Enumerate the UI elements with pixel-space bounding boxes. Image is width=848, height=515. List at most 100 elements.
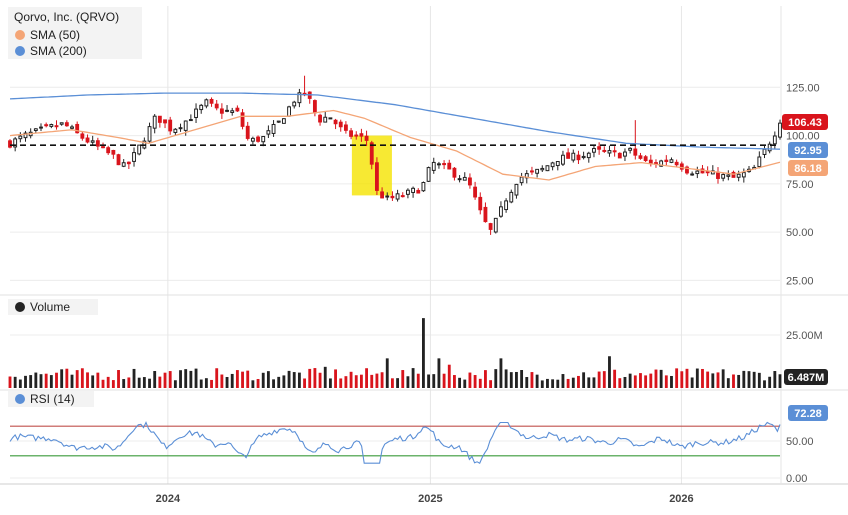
candle-body-137 xyxy=(716,171,720,179)
volume-bar-145 xyxy=(757,372,761,388)
candle-10 xyxy=(59,122,64,126)
volume-bar-24 xyxy=(132,368,136,388)
legend-volume: Volume xyxy=(30,300,70,314)
candle-body-11 xyxy=(64,122,69,127)
candle-17 xyxy=(95,137,100,151)
volume-bar-102 xyxy=(535,374,539,388)
candle-67 xyxy=(354,131,359,140)
candle-body-109 xyxy=(571,152,576,161)
volume-bar-42 xyxy=(225,377,229,388)
volume-bar-130 xyxy=(680,371,684,388)
candle-body-28 xyxy=(152,115,157,129)
volume-last-value: 6.487M xyxy=(788,372,825,384)
candle-66 xyxy=(349,127,353,140)
volume-bar-111 xyxy=(582,372,586,388)
candle-body-87 xyxy=(457,178,462,181)
volume-bar-47 xyxy=(251,380,255,388)
volume-bar-112 xyxy=(587,377,591,388)
volume-tick-label-0: 25.00M xyxy=(786,330,823,342)
candle-122 xyxy=(638,152,643,160)
candle-88 xyxy=(462,172,467,181)
candle-body-111 xyxy=(581,155,586,159)
candle-body-145 xyxy=(757,156,762,168)
candle-body-63 xyxy=(333,119,338,125)
volume-bar-136 xyxy=(711,373,715,388)
candle-113 xyxy=(592,145,596,158)
price-tick-label-4: 25.00 xyxy=(786,275,814,287)
candle-body-49 xyxy=(261,135,266,143)
volume-bar-25 xyxy=(137,377,141,388)
candle-147 xyxy=(767,141,772,154)
candle-124 xyxy=(648,154,653,167)
candle-body-80 xyxy=(421,182,426,192)
volume-bar-27 xyxy=(148,378,151,388)
volume-bar-39 xyxy=(210,379,213,388)
candle-72 xyxy=(380,187,385,199)
volume-bar-14 xyxy=(80,368,84,388)
candle-body-118 xyxy=(617,152,622,159)
candle-body-82 xyxy=(431,161,436,171)
last-price-tag: 106.43 xyxy=(782,114,828,130)
volume-bar-95 xyxy=(499,358,503,388)
candle-body-98 xyxy=(514,183,519,196)
volume-bar-123 xyxy=(644,375,648,388)
candle-84 xyxy=(442,160,447,170)
candle-body-52 xyxy=(276,120,281,123)
volume-bar-45 xyxy=(241,371,244,388)
volume-bar-33 xyxy=(179,370,182,388)
candle-body-74 xyxy=(390,195,395,199)
candle-116 xyxy=(607,145,612,157)
candle-48 xyxy=(256,135,260,143)
price-tick-label-2: 75.00 xyxy=(786,179,814,191)
volume-bar-109 xyxy=(571,377,575,388)
volume-bar-73 xyxy=(385,358,389,388)
candle-149 xyxy=(778,119,782,140)
candle-body-128 xyxy=(669,159,674,163)
candle-body-147 xyxy=(767,143,772,152)
volume-bar-137 xyxy=(716,372,720,388)
candle-body-112 xyxy=(586,152,591,159)
candle-body-22 xyxy=(121,162,126,167)
candle-93 xyxy=(488,222,493,235)
volume-bar-3 xyxy=(24,375,27,388)
volume-bar-0 xyxy=(8,376,12,388)
candle-74 xyxy=(390,191,395,201)
candle-109 xyxy=(571,149,576,163)
candle-body-54 xyxy=(287,106,291,117)
candle-body-71 xyxy=(374,162,379,191)
candle-43 xyxy=(230,107,235,116)
candle-body-91 xyxy=(478,196,483,211)
candle-body-86 xyxy=(452,167,457,178)
candle-body-105 xyxy=(550,162,555,168)
candle-6 xyxy=(39,123,43,132)
candle-133 xyxy=(695,166,700,179)
candle-110 xyxy=(576,150,581,165)
candle-9 xyxy=(54,120,59,130)
sma200-legend-marker xyxy=(15,46,25,56)
volume-bar-7 xyxy=(44,373,48,388)
volume-bar-76 xyxy=(401,370,405,388)
candle-139 xyxy=(726,170,731,181)
candle-body-83 xyxy=(437,163,441,166)
candle-146 xyxy=(762,145,767,159)
candle-body-84 xyxy=(442,163,447,166)
candle-body-8 xyxy=(49,124,54,127)
volume-bar-65 xyxy=(344,376,348,388)
candle-91 xyxy=(478,192,483,215)
candle-body-139 xyxy=(726,174,731,177)
candle-54 xyxy=(287,105,291,117)
candle-128 xyxy=(669,157,674,164)
volume-bar-101 xyxy=(530,372,534,388)
candle-80 xyxy=(421,181,426,192)
volume-bar-21 xyxy=(117,370,120,388)
rsi-tick-label-0: 50.00 xyxy=(786,436,814,448)
candle-body-15 xyxy=(85,137,90,143)
candle-19 xyxy=(106,145,111,155)
candle-body-43 xyxy=(230,110,235,113)
sma200-line xyxy=(9,92,781,150)
candle-body-34 xyxy=(183,120,188,131)
volume-bar-129 xyxy=(675,368,679,388)
volume-bar-22 xyxy=(122,379,126,388)
